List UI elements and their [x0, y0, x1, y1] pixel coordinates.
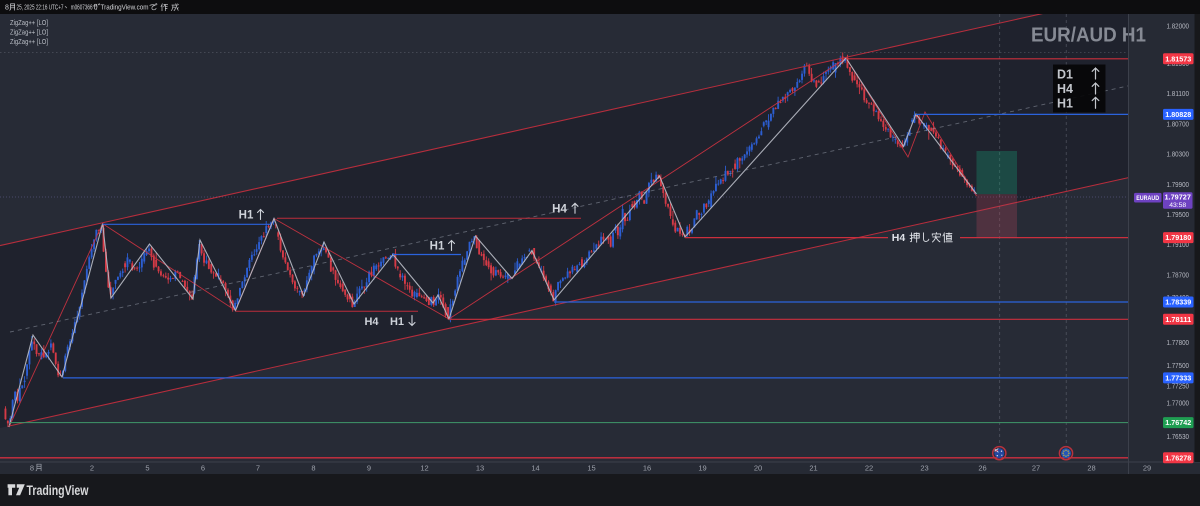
svg-text:22: 22	[865, 463, 873, 472]
svg-text:29: 29	[1143, 463, 1151, 472]
svg-text:1.77800: 1.77800	[1167, 340, 1190, 347]
svg-text:8: 8	[311, 463, 315, 472]
svg-text:m0607366: m0607366	[71, 5, 93, 12]
svg-text:27: 27	[1032, 463, 1040, 472]
svg-text:16: 16	[643, 463, 651, 472]
svg-text:1.79180: 1.79180	[1165, 233, 1191, 242]
svg-text:6: 6	[201, 463, 205, 472]
svg-text:TradingView.com: TradingView.com	[101, 5, 149, 12]
svg-text:21: 21	[809, 463, 817, 472]
svg-text:1.77333: 1.77333	[1165, 374, 1191, 383]
svg-text:1.79727: 1.79727	[1165, 192, 1191, 201]
svg-text:2: 2	[90, 463, 94, 472]
svg-text:1.77500: 1.77500	[1167, 363, 1190, 370]
svg-text:1.82000: 1.82000	[1167, 23, 1190, 30]
svg-text:1.81100: 1.81100	[1167, 91, 1190, 98]
svg-text:H1: H1	[239, 210, 254, 222]
svg-text:H4: H4	[364, 316, 379, 328]
svg-text:EURAUD: EURAUD	[1136, 195, 1159, 202]
svg-text:43:58: 43:58	[1169, 202, 1186, 209]
svg-text:1.80300: 1.80300	[1167, 152, 1190, 159]
svg-text:H1: H1	[1057, 96, 1073, 110]
svg-text:1.80828: 1.80828	[1165, 110, 1191, 119]
svg-text:13: 13	[476, 463, 484, 472]
svg-text:1.80700: 1.80700	[1167, 121, 1190, 128]
svg-text:H1: H1	[390, 316, 404, 328]
svg-text:H4: H4	[892, 232, 906, 244]
svg-text:12: 12	[420, 463, 428, 472]
svg-text:H4: H4	[1057, 82, 1073, 96]
svg-text:15: 15	[587, 463, 595, 472]
svg-text:9: 9	[367, 463, 371, 472]
svg-text:28: 28	[1087, 463, 1095, 472]
svg-text:1.77250: 1.77250	[1167, 384, 1190, 391]
svg-text:1.81573: 1.81573	[1165, 54, 1191, 63]
svg-text:8: 8	[5, 5, 9, 12]
svg-text:1.79100: 1.79100	[1167, 242, 1190, 249]
svg-text:ZigZag++ [LO]: ZigZag++ [LO]	[10, 27, 48, 36]
svg-text:1.76530: 1.76530	[1167, 434, 1190, 441]
svg-text:1.76742: 1.76742	[1165, 418, 1191, 427]
svg-text:14: 14	[531, 463, 539, 472]
svg-text:19: 19	[698, 463, 706, 472]
svg-text:1.78339: 1.78339	[1165, 298, 1191, 307]
svg-text:ZigZag++ [LO]: ZigZag++ [LO]	[10, 18, 48, 27]
svg-text:H4: H4	[552, 204, 567, 216]
svg-text:8: 8	[30, 463, 34, 472]
svg-text:H1: H1	[430, 241, 445, 253]
svg-text:1.77000: 1.77000	[1167, 401, 1190, 408]
svg-text:1.78700: 1.78700	[1167, 272, 1190, 279]
svg-text:25, 2025 22:16 UTC+7: 25, 2025 22:16 UTC+7	[17, 5, 64, 12]
svg-text:26: 26	[978, 463, 986, 472]
svg-text:D1: D1	[1057, 67, 1073, 81]
svg-text:5: 5	[145, 463, 149, 472]
svg-text:EUR/AUD H1: EUR/AUD H1	[1031, 25, 1146, 47]
svg-text:1.79500: 1.79500	[1167, 212, 1190, 219]
svg-text:7: 7	[256, 463, 260, 472]
svg-text:ZigZag++ [LO]: ZigZag++ [LO]	[10, 37, 48, 46]
svg-text:1.76278: 1.76278	[1165, 453, 1191, 462]
svg-text:20: 20	[754, 463, 762, 472]
svg-text:23: 23	[920, 463, 928, 472]
svg-text:TradingView: TradingView	[27, 483, 89, 498]
svg-text:1.79900: 1.79900	[1167, 182, 1190, 189]
svg-text:1.81500: 1.81500	[1167, 61, 1190, 68]
svg-text:1.78111: 1.78111	[1165, 315, 1191, 324]
